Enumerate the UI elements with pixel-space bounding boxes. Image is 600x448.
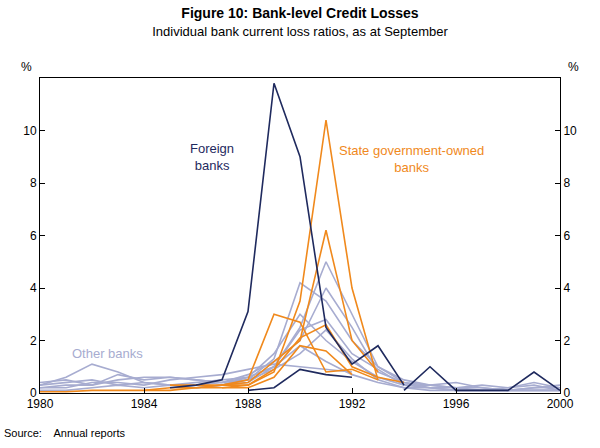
svg-text:6: 6 — [30, 229, 37, 243]
svg-text:1996: 1996 — [443, 397, 470, 411]
svg-text:Figure 10: Bank-level Credit L: Figure 10: Bank-level Credit LossesIndiv… — [152, 5, 448, 39]
svg-text:%: % — [21, 60, 32, 74]
svg-text:8: 8 — [30, 176, 37, 190]
svg-text:%: % — [568, 60, 579, 74]
svg-text:2: 2 — [30, 334, 37, 348]
svg-text:0: 0 — [30, 386, 37, 400]
svg-text:Other banks: Other banks — [72, 346, 143, 361]
svg-text:4: 4 — [30, 281, 37, 295]
svg-text:8: 8 — [563, 176, 570, 190]
svg-text:1988: 1988 — [235, 397, 262, 411]
svg-text:Foreignbanks: Foreignbanks — [190, 141, 234, 173]
svg-text:10: 10 — [563, 124, 577, 138]
svg-text:Source: Annual reports: Source: Annual reports — [4, 427, 126, 439]
svg-text:6: 6 — [563, 229, 570, 243]
svg-text:4: 4 — [563, 281, 570, 295]
svg-text:2000: 2000 — [547, 397, 574, 411]
svg-text:1980: 1980 — [27, 397, 54, 411]
svg-text:1992: 1992 — [339, 397, 366, 411]
svg-text:0: 0 — [563, 386, 570, 400]
svg-text:10: 10 — [23, 124, 37, 138]
svg-text:State government-ownedbanks: State government-ownedbanks — [339, 143, 484, 175]
svg-text:1984: 1984 — [131, 397, 158, 411]
svg-text:2: 2 — [563, 334, 570, 348]
